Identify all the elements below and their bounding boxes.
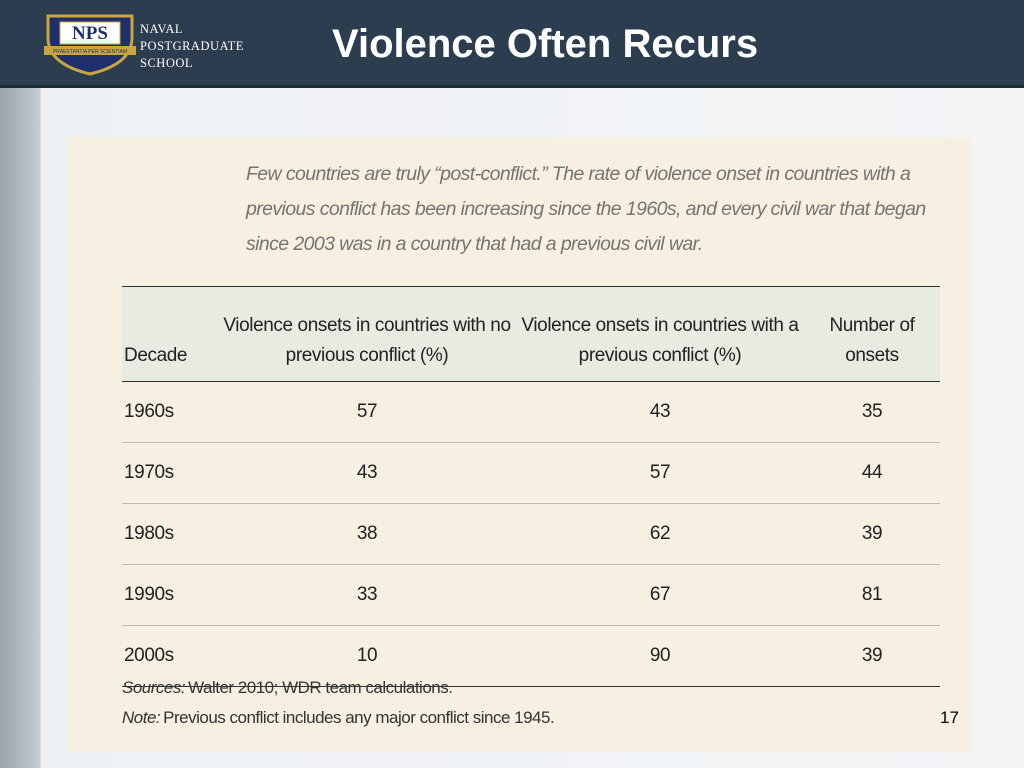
logo-line: SCHOOL — [140, 56, 194, 70]
table-cell: 38 — [218, 503, 516, 565]
table-cell: 1970s — [122, 442, 218, 504]
column-header: Decade — [122, 286, 218, 382]
table-cell: 44 — [804, 442, 940, 504]
content-panel: Few countries are truly “post-conflict.”… — [68, 137, 972, 752]
table-row: 1980s 38 62 39 — [122, 503, 940, 565]
note: Note: Previous conflict includes any majo… — [122, 708, 555, 728]
table-cell: 1980s — [122, 503, 218, 565]
table-row: 1960s 57 43 35 — [122, 381, 940, 443]
slide-title: Violence Often Recurs — [332, 22, 759, 66]
logo-line: NAVAL — [140, 22, 184, 36]
logo-line: POSTGRADUATE — [140, 39, 244, 53]
header-row: Decade Violence onsets in countries with… — [122, 286, 940, 382]
table-cell: 43 — [218, 442, 516, 504]
table-cell: 57 — [516, 442, 804, 504]
table-cell: 57 — [218, 381, 516, 443]
table-row: 1990s 33 67 81 — [122, 564, 940, 626]
table-cell: 67 — [516, 564, 804, 626]
table-row: 1970s 43 57 44 — [122, 442, 940, 504]
table-cell: 1960s — [122, 381, 218, 443]
intro-text: Few countries are truly “post-conflict.”… — [246, 163, 926, 255]
column-header: Number of onsets — [804, 286, 940, 382]
table-cell: 33 — [218, 564, 516, 626]
logo-mark: NPS — [72, 23, 108, 44]
table-body: 1960s 57 43 35 1970s 43 57 44 1980s 38 62 39 1990s 33… — [122, 381, 940, 687]
table-cell: 43 — [516, 381, 804, 443]
table-cell: 35 — [804, 381, 940, 443]
header-bar: NPS PRAESTANTIA PER SCIENTIAM NAVAL POST… — [0, 0, 1024, 88]
logo: NPS PRAESTANTIA PER SCIENTIAM — [44, 14, 136, 76]
logo-motto: PRAESTANTIA PER SCIENTIAM — [53, 49, 127, 55]
table-row: 2000s 10 90 39 — [122, 625, 940, 687]
note-label: Note: — [122, 708, 161, 727]
table-cell: 81 — [804, 564, 940, 626]
table-cell: 2000s — [122, 625, 218, 687]
page-number: 17 — [940, 708, 959, 727]
table-cell: 62 — [516, 503, 804, 565]
data-table: Decade Violence onsets in countries with… — [122, 286, 940, 687]
table-cell: 39 — [804, 625, 940, 687]
note-text: Previous conflict includes any major con… — [163, 708, 555, 727]
sources-text: Walter 2010; WDR team calculations. — [188, 678, 453, 697]
column-header: Violence onsets in countries with a prev… — [516, 286, 804, 382]
table-cell: 39 — [804, 503, 940, 565]
sources-label: Sources: — [122, 678, 186, 697]
table-cell: 10 — [218, 625, 516, 687]
sources: Sources: Walter 2010; WDR team calculatio… — [122, 678, 453, 698]
table-cell: 90 — [516, 625, 804, 687]
column-header: Violence onsets in countries with no pre… — [218, 286, 516, 382]
table-cell: 1990s — [122, 564, 218, 626]
